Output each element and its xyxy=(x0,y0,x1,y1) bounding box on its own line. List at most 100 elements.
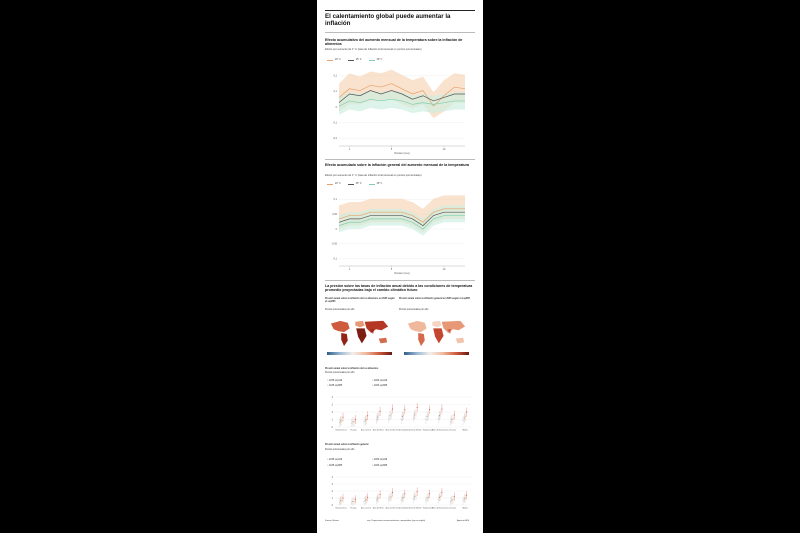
chart3-legend-item: ○ 2060 ssp585 xyxy=(372,385,388,387)
category-label: Oceanía xyxy=(449,430,457,432)
y-tick-label: 3 xyxy=(332,403,334,406)
category-label: Asia del Este xyxy=(373,507,384,510)
data-point xyxy=(340,420,342,422)
data-point xyxy=(364,499,366,501)
series-line xyxy=(338,83,466,107)
data-point xyxy=(375,419,377,420)
chart4-legend-item: ○ 2060 ssp126 xyxy=(372,459,388,461)
legend-item: 25° C xyxy=(347,183,362,185)
data-point xyxy=(389,415,391,417)
x-tick-label: 10 xyxy=(443,268,446,271)
y-tick-label: -0,2 xyxy=(333,137,338,140)
chart3-legend-item: ○ 2035 ssp585 xyxy=(327,385,343,387)
data-point xyxy=(379,410,381,412)
map-right-unit: Puntos porcentuales por año xyxy=(399,309,429,311)
data-point xyxy=(437,498,439,500)
data-point xyxy=(425,499,427,501)
y-tick-label: 0,05 xyxy=(332,213,337,216)
chart1-legend: 20° C 25° C 30° C xyxy=(327,59,382,61)
category-label: Oriente Medio xyxy=(409,429,421,432)
divider xyxy=(325,159,475,160)
legend-swatch xyxy=(368,59,375,61)
x-axis-label: Retraso (mes) xyxy=(394,272,409,275)
category-label: Oceanía xyxy=(449,508,457,510)
data-point xyxy=(342,416,344,418)
category-label: Sudeste Asiático xyxy=(396,429,410,432)
data-point xyxy=(340,500,342,502)
data-point xyxy=(426,497,428,499)
chart3-heading: Presión anual sobre la inflación de los … xyxy=(325,368,379,370)
data-point xyxy=(438,415,440,417)
data-point xyxy=(463,498,465,500)
data-point xyxy=(388,498,390,500)
data-point xyxy=(466,411,468,413)
y-tick-label: 3 xyxy=(332,483,334,486)
top-rule xyxy=(325,10,475,11)
chart1-subheading: Efecto por aumento de 1° C (tasa de infl… xyxy=(325,48,422,51)
series-line xyxy=(338,215,465,230)
data-point xyxy=(378,415,380,417)
data-point xyxy=(353,421,355,423)
y-tick-label: 2 xyxy=(332,411,334,414)
data-point xyxy=(453,496,455,498)
legend-swatch xyxy=(347,183,354,185)
series-line xyxy=(338,211,465,227)
data-point xyxy=(414,496,416,498)
data-point xyxy=(390,413,392,415)
data-point xyxy=(351,502,353,504)
chart4-unit: Puntos porcentuales por año xyxy=(325,449,355,451)
chart2-heading: Efecto acumulado sobre la inflación gene… xyxy=(325,163,469,167)
series-line xyxy=(338,208,465,223)
y-tick-label: 4 xyxy=(332,396,334,399)
data-point xyxy=(463,417,465,419)
data-point xyxy=(440,496,442,498)
footer-credit: Agencia EFE xyxy=(457,520,470,522)
data-point xyxy=(363,501,365,502)
category-label: Norteamérica xyxy=(336,507,348,510)
data-point xyxy=(403,496,405,498)
data-point xyxy=(390,496,392,498)
data-point xyxy=(391,408,393,410)
data-point xyxy=(415,413,417,414)
category-label: África Subsahariana xyxy=(432,429,450,432)
category-label: África Subsahariana xyxy=(432,507,450,510)
data-point xyxy=(452,418,454,420)
legend-swatch xyxy=(347,59,354,61)
category-label: Asia del Sur xyxy=(386,507,397,510)
general-inflation-world-map xyxy=(407,320,466,347)
data-point xyxy=(438,496,440,498)
data-point xyxy=(375,499,377,501)
chart1-heading: Efecto acumulativo del aumento mensual d… xyxy=(325,38,463,47)
data-point xyxy=(404,409,406,411)
y-tick-label: 0,2 xyxy=(334,75,338,78)
x-tick-label: 1 xyxy=(349,148,351,151)
y-tick-label: 2 xyxy=(332,490,334,493)
data-point xyxy=(341,499,343,501)
y-tick-label: 0 xyxy=(332,426,334,429)
legend-item: 20° C xyxy=(327,59,341,61)
data-point xyxy=(351,422,353,424)
data-point xyxy=(462,419,464,421)
category-label: Asia del Sur xyxy=(386,429,397,432)
data-point xyxy=(389,496,391,498)
data-point xyxy=(427,496,429,498)
data-point xyxy=(441,408,443,410)
chart3-unit: Puntos porcentuales por año xyxy=(325,372,355,374)
data-point xyxy=(366,419,368,420)
y-tick-label: 4 xyxy=(332,476,334,479)
legend-item: 30° C xyxy=(368,183,382,185)
data-point xyxy=(366,498,368,500)
confidence-band xyxy=(339,205,465,236)
chart1-line-chart: 0,2 0,1 0 -0,1 -0,2 1 5 10 Retraso (mes) xyxy=(333,69,466,155)
map-left-unit: Puntos porcentuales por año xyxy=(325,309,355,311)
data-point xyxy=(415,495,417,497)
data-point xyxy=(353,501,355,502)
data-point xyxy=(437,418,439,420)
footer-source: Fuente: Nature xyxy=(325,520,339,522)
data-point xyxy=(364,419,366,421)
y-tick-label: 1 xyxy=(332,497,334,500)
map-left-colorbar xyxy=(327,352,392,355)
data-point xyxy=(403,414,405,416)
page-title: El calentamiento global puede aumentar l… xyxy=(325,13,451,27)
